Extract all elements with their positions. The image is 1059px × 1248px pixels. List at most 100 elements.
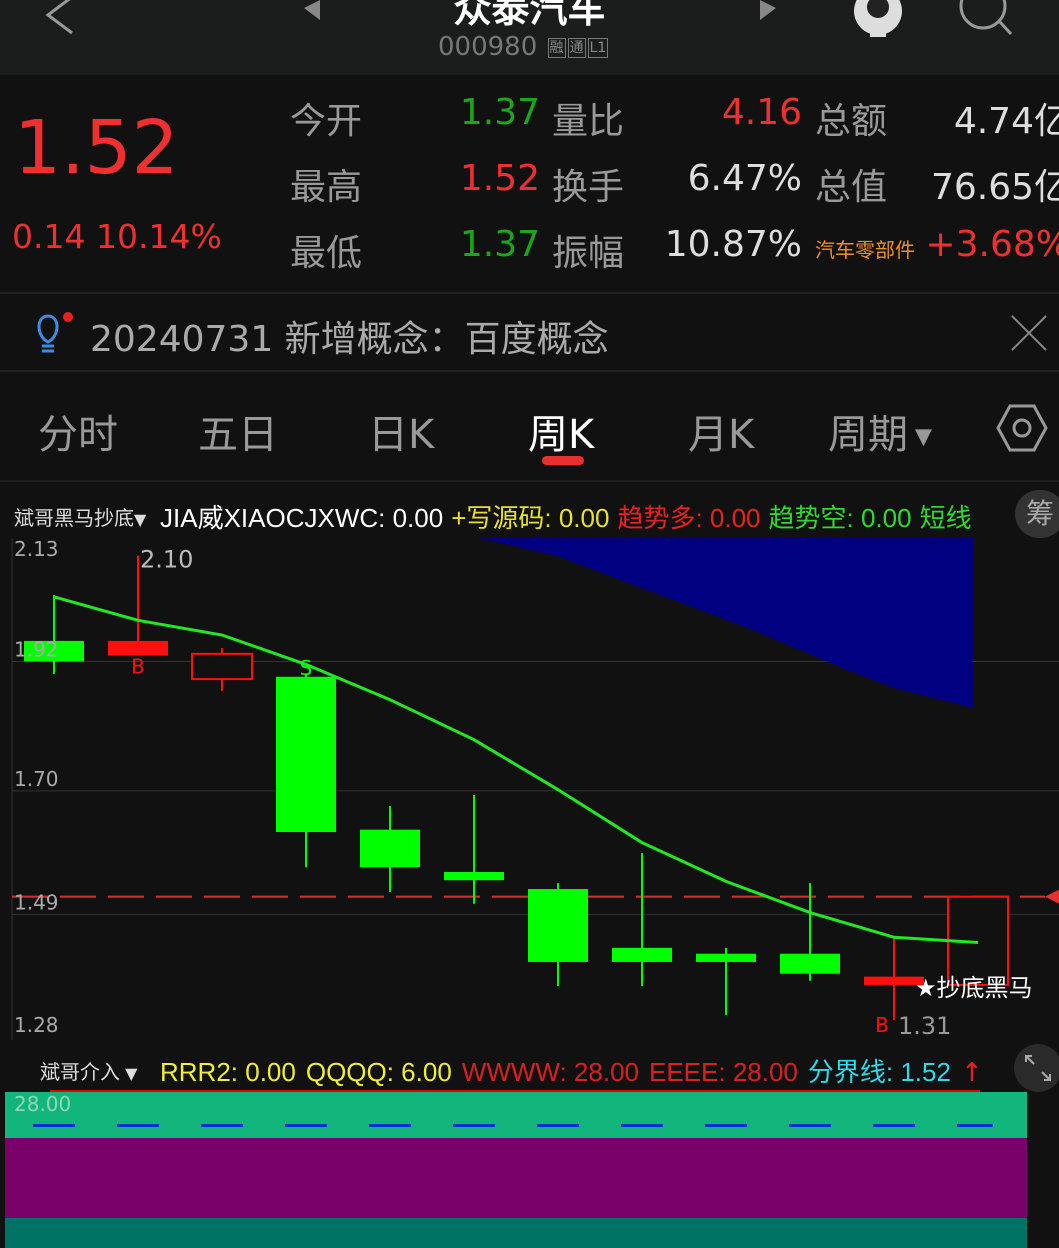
sector-name: 汽车零部件 — [815, 238, 915, 262]
low-price-label: 1.31 — [898, 1012, 951, 1040]
notice-text: 20240731 新增概念：百度概念 — [90, 319, 609, 360]
band-bottom — [5, 1218, 1027, 1248]
candle-body — [528, 889, 588, 962]
quote-value: +3.68% — [925, 224, 1059, 265]
band-top — [5, 1092, 1027, 1138]
period-tabs: 分时 五日 日K 周K 月K 周期 ▼ — [0, 374, 1059, 478]
quote-label: 振幅 — [552, 233, 625, 274]
quote-label: 最低 — [290, 233, 363, 274]
quote-value: 10.87% — [664, 224, 802, 265]
tag-level: L1 — [587, 37, 609, 58]
band-middle — [5, 1138, 1027, 1218]
tab-five-day[interactable]: 五日 — [198, 412, 278, 458]
candle-body — [780, 953, 840, 974]
quote-value: 76.65亿 — [930, 167, 1059, 208]
prev-stock-icon[interactable] — [300, 0, 322, 22]
candle-body — [947, 895, 1009, 986]
tab-monthly-k[interactable]: 月K — [688, 412, 755, 458]
price-change: 0.14 10.14% — [12, 217, 222, 256]
lightbulb-icon — [37, 312, 73, 353]
search-icon[interactable] — [955, 0, 1015, 42]
sub-axis-label: 28.00 — [14, 1092, 72, 1116]
chip-distribution-button[interactable]: 筹 — [1015, 490, 1059, 538]
tag-margin: 融 — [547, 37, 566, 58]
quote-value: 6.47% — [687, 158, 802, 199]
indicator-value: WWWW: 28.00 — [461, 1057, 639, 1087]
notice-bar[interactable]: 20240731 新增概念：百度概念 — [0, 292, 1059, 372]
indicator-value: +写源码: 0.00 — [451, 503, 610, 533]
indicator-value: 分界线: 1.52 — [807, 1057, 951, 1087]
top-nav-bar: 众泰汽车 000980 融通 L1 — [0, 0, 1059, 75]
quote-label: 换手 — [552, 167, 625, 208]
close-icon[interactable] — [1010, 314, 1048, 352]
candle-body — [191, 652, 253, 681]
stock-code-row: 000980 融通 L1 — [438, 32, 609, 62]
indicator-value: EEEE: 28.00 — [649, 1057, 798, 1087]
quote-value: 1.52 — [459, 158, 540, 199]
current-price: 1.52 — [14, 105, 179, 191]
indicator-bar-sub: 斌哥介入 ▼ RRR2: 0.00 QQQQ: 6.00 WWWW: 28.00 EE… — [0, 1040, 1059, 1094]
stock-code: 000980 — [438, 32, 538, 62]
candle-body — [444, 871, 504, 881]
tab-intraday[interactable]: 分时 — [38, 412, 118, 458]
sub-indicator-name: 斌哥介入 — [40, 1060, 120, 1084]
kline-chart[interactable]: B S B 2.13 1.92 1.70 1.49 1.28 2.10 1.31 ★抄底黑马 — [0, 538, 1059, 1040]
arrow-up-icon: ↑ — [960, 1058, 983, 1088]
bottom-signal-annotation: ★抄底黑马 — [915, 974, 1033, 1002]
period-label: 周期 — [828, 412, 908, 458]
tab-daily-k[interactable]: 日K — [368, 412, 435, 458]
sub-indicator-values: RRR2: 0.00 QQQQ: 6.00 WWWW: 28.00 EEEE: 28.… — [160, 1052, 983, 1089]
tab-weekly-k[interactable]: 周K — [528, 412, 595, 458]
signal-mark: B — [875, 1013, 889, 1037]
tag-connect: 通 — [567, 37, 586, 58]
y-tick-label: 2.13 — [14, 538, 59, 561]
indicator-value: QQQQ: 6.00 — [305, 1057, 452, 1087]
quote-panel: 1.52 0.14 10.14% 今开 1.37 量比 4.16 总额 4.74亿最高 1.… — [0, 75, 1059, 290]
y-tick-label: 1.49 — [14, 890, 59, 914]
candle-body — [276, 676, 336, 832]
moving-average-line — [53, 595, 979, 945]
dashed-level-line — [33, 1124, 993, 1127]
settings-icon[interactable] — [996, 404, 1048, 454]
quote-label: 最高 — [290, 167, 363, 208]
trend-band-area — [478, 538, 973, 708]
camera-icon[interactable] — [850, 0, 910, 43]
stock-name: 众泰汽车 — [453, 0, 606, 31]
indicator-selector[interactable]: 斌哥黑马抄底▼ — [14, 502, 146, 531]
quote-value: 4.74亿 — [953, 101, 1059, 142]
signal-mark: S — [300, 656, 313, 680]
indicator-name: 斌哥黑马抄底 — [14, 506, 134, 530]
quote-label: 今开 — [290, 101, 363, 142]
y-tick-label: 1.70 — [14, 767, 59, 791]
y-tick-label: 1.92 — [14, 637, 59, 661]
chevron-down-icon: ▼ — [908, 424, 932, 450]
expand-icon[interactable] — [1012, 1044, 1059, 1092]
candle-body — [24, 640, 84, 662]
change-amount: 0.14 — [12, 217, 86, 256]
price-marker-icon — [1045, 889, 1059, 904]
sub-indicator-panel: 28.00 — [5, 1092, 1027, 1248]
signal-mark: B — [131, 655, 145, 679]
indicator-value: 短线 — [919, 503, 972, 533]
quote-value: 1.37 — [459, 92, 540, 133]
y-tick-label: 1.28 — [14, 1013, 59, 1037]
indicator-value: JIA威XIAOCJXWC: 0.00 — [160, 503, 444, 533]
chevron-down-icon: ▼ — [120, 1064, 138, 1083]
quote-value: 1.37 — [459, 224, 540, 265]
indicator-value: 趋势多: 0.00 — [617, 503, 761, 533]
high-price-label: 2.10 — [140, 546, 193, 574]
indicator-bar-main: 斌哥黑马抄底▼ JIA威XIAOCJXWC: 0.00 +写源码: 0.00 趋势多… — [0, 480, 1059, 538]
candle-body — [696, 953, 756, 962]
candle-body — [612, 947, 672, 962]
quote-label: 总额 — [815, 101, 888, 142]
active-tab-indicator — [542, 456, 584, 465]
back-icon[interactable] — [40, 0, 80, 40]
indicator-value: RRR2: 0.00 — [160, 1057, 296, 1087]
quote-value: 4.16 — [721, 92, 802, 133]
tab-period-dropdown[interactable]: 周期 ▼ — [828, 402, 932, 460]
chevron-down-icon: ▼ — [134, 510, 147, 529]
sub-indicator-selector[interactable]: 斌哥介入 ▼ — [40, 1056, 137, 1085]
quote-label: 量比 — [552, 101, 625, 142]
next-stock-icon[interactable] — [758, 0, 780, 22]
quote-label: 总值 — [815, 167, 888, 208]
